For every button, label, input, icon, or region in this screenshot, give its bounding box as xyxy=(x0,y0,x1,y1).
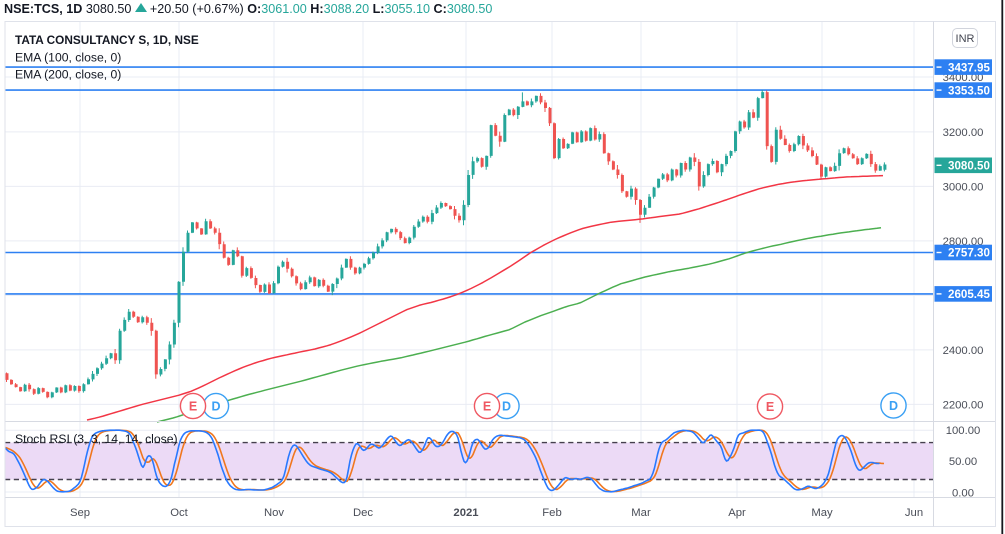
svg-text:D: D xyxy=(502,400,511,414)
svg-text:3400.00: 3400.00 xyxy=(943,72,984,84)
svg-text:3437.95: 3437.95 xyxy=(948,61,990,74)
svg-text:0.00: 0.00 xyxy=(952,487,974,499)
svg-text:Dec: Dec xyxy=(353,507,373,519)
svg-text:May: May xyxy=(811,507,833,519)
svg-text:EMA (100, close, 0): EMA (100, close, 0) xyxy=(15,51,121,65)
svg-text:3000.00: 3000.00 xyxy=(943,181,984,193)
svg-text:3080.50: 3080.50 xyxy=(948,160,990,173)
svg-text:EMA (200, close, 0): EMA (200, close, 0) xyxy=(15,68,121,82)
svg-text:Sep: Sep xyxy=(70,507,90,519)
svg-text:E: E xyxy=(766,400,774,414)
svg-text:Oct: Oct xyxy=(170,507,188,519)
svg-text:Nov: Nov xyxy=(264,507,284,519)
svg-text:Stoch RSI (3, 3, 14, 14, close: Stoch RSI (3, 3, 14, 14, close) xyxy=(15,432,178,446)
svg-text:Mar: Mar xyxy=(631,507,651,519)
svg-text:TATA CONSULTANCY S, 1D, NSE: TATA CONSULTANCY S, 1D, NSE xyxy=(15,33,199,47)
svg-text:50.00: 50.00 xyxy=(949,456,977,468)
svg-text:2400.00: 2400.00 xyxy=(943,345,984,357)
svg-text:Jun: Jun xyxy=(905,507,923,519)
svg-text:3353.50: 3353.50 xyxy=(948,84,990,97)
svg-text:3200.00: 3200.00 xyxy=(943,127,984,139)
svg-text:D: D xyxy=(211,400,220,414)
svg-text:INR: INR xyxy=(956,33,975,45)
svg-text:2021: 2021 xyxy=(453,507,478,519)
svg-text:Feb: Feb xyxy=(542,507,561,519)
svg-text:Apr: Apr xyxy=(728,507,746,519)
svg-text:2605.45: 2605.45 xyxy=(948,288,990,301)
svg-text:E: E xyxy=(189,400,197,414)
svg-text:E: E xyxy=(483,400,491,414)
svg-text:2200.00: 2200.00 xyxy=(943,399,984,411)
svg-text:100.00: 100.00 xyxy=(946,425,981,437)
svg-text:2757.30: 2757.30 xyxy=(948,247,990,260)
svg-text:D: D xyxy=(889,399,898,413)
